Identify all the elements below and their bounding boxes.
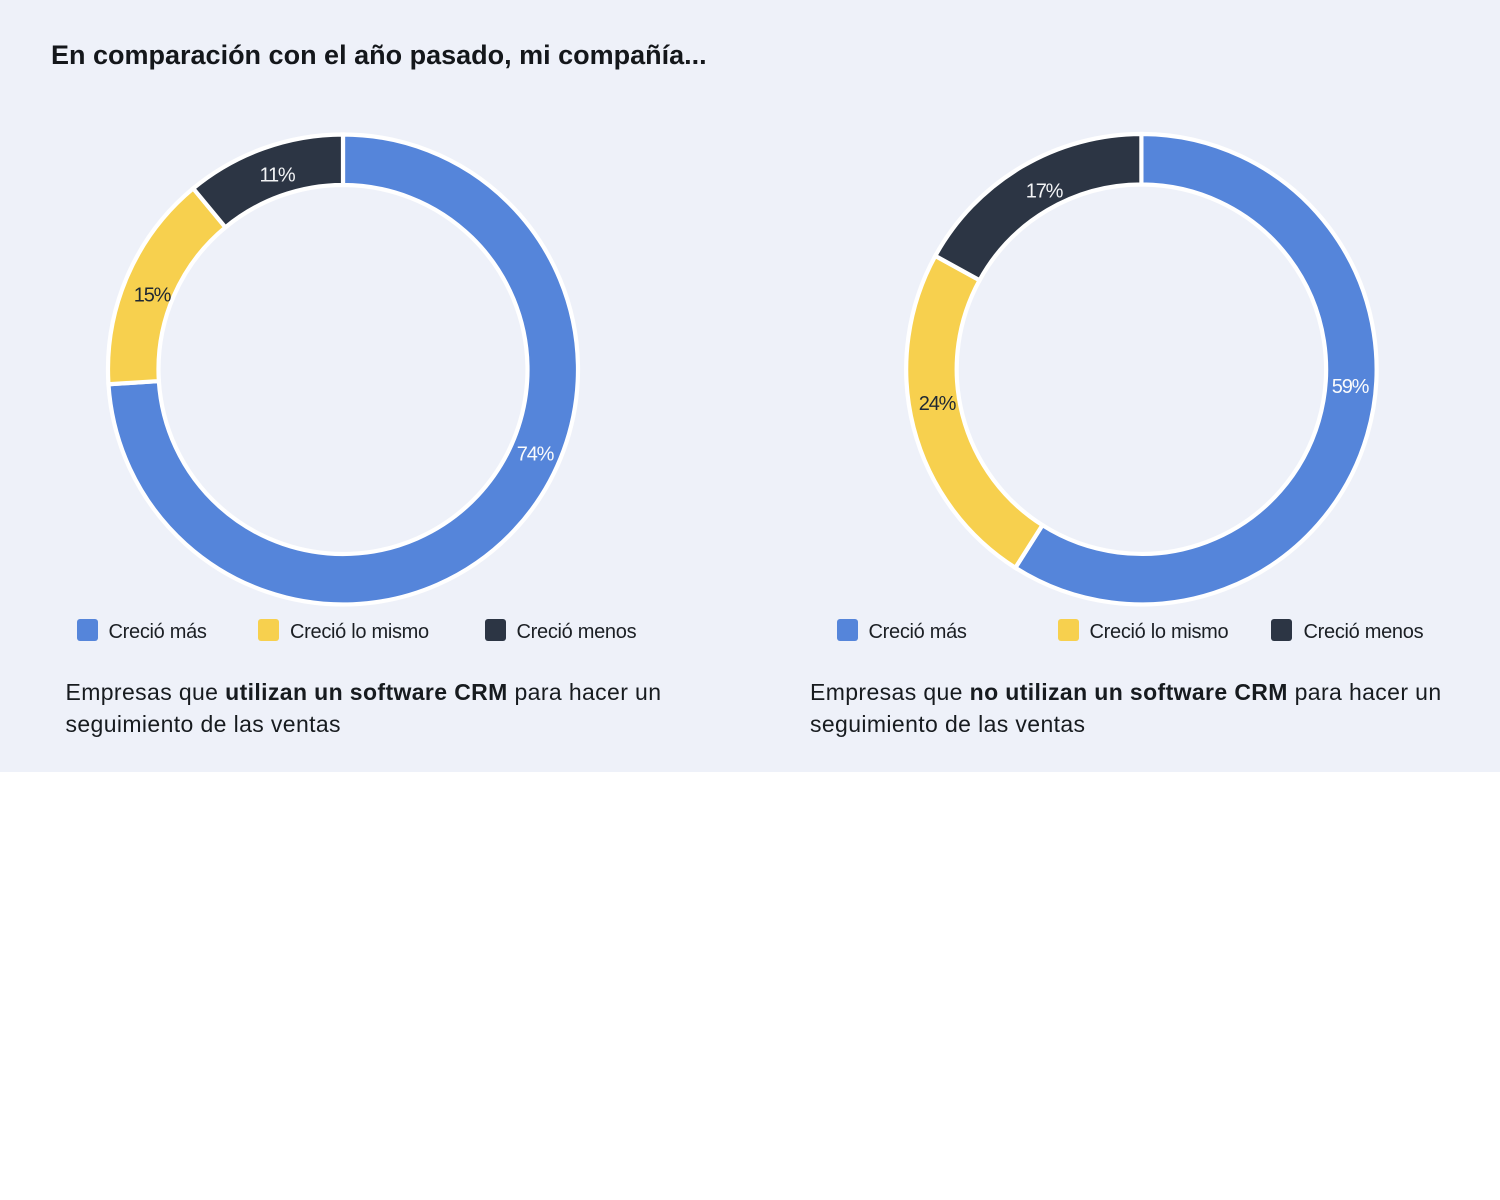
svg-text:24%: 24% [919,393,957,415]
svg-text:11%: 11% [260,164,296,186]
svg-text:74%: 74% [517,443,555,465]
svg-text:17%: 17% [1026,180,1064,202]
svg-text:59%: 59% [1332,376,1370,398]
svg-text:15%: 15% [134,284,172,306]
